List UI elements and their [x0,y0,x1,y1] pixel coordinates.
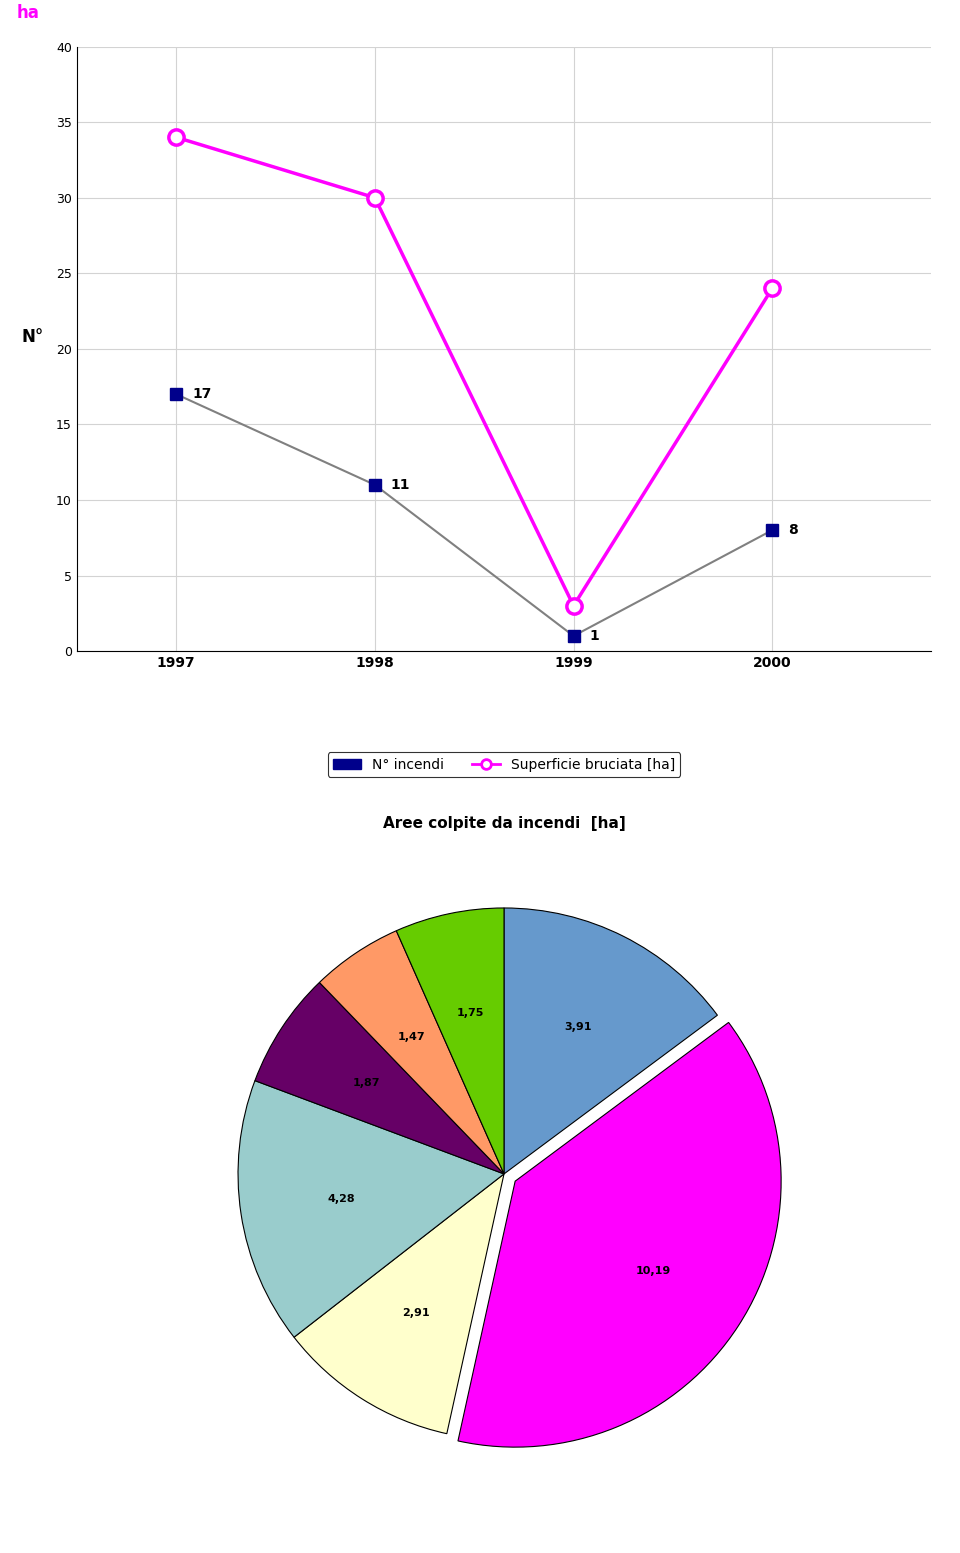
Text: 8: 8 [788,523,798,537]
Wedge shape [458,1022,781,1447]
Text: 4,28: 4,28 [327,1194,355,1204]
Wedge shape [294,1174,504,1433]
Wedge shape [238,1081,504,1337]
Text: 17: 17 [192,387,211,401]
Text: 1: 1 [589,629,599,643]
Text: 11: 11 [391,478,410,492]
Text: 1,87: 1,87 [352,1078,380,1089]
Wedge shape [396,909,504,1174]
Text: ha: ha [17,5,40,22]
Text: N°: N° [21,328,43,346]
Wedge shape [255,983,504,1174]
Wedge shape [320,930,504,1174]
Legend: N° incendi, Superficie bruciata [ha]: N° incendi, Superficie bruciata [ha] [327,752,681,776]
Wedge shape [504,909,717,1174]
Title: Aree colpite da incendi  [ha]: Aree colpite da incendi [ha] [383,815,625,831]
Text: 1,47: 1,47 [398,1033,426,1042]
Text: 10,19: 10,19 [636,1266,671,1275]
Text: 1,75: 1,75 [456,1008,484,1017]
Text: 3,91: 3,91 [564,1022,591,1031]
Text: 2,91: 2,91 [402,1308,430,1318]
